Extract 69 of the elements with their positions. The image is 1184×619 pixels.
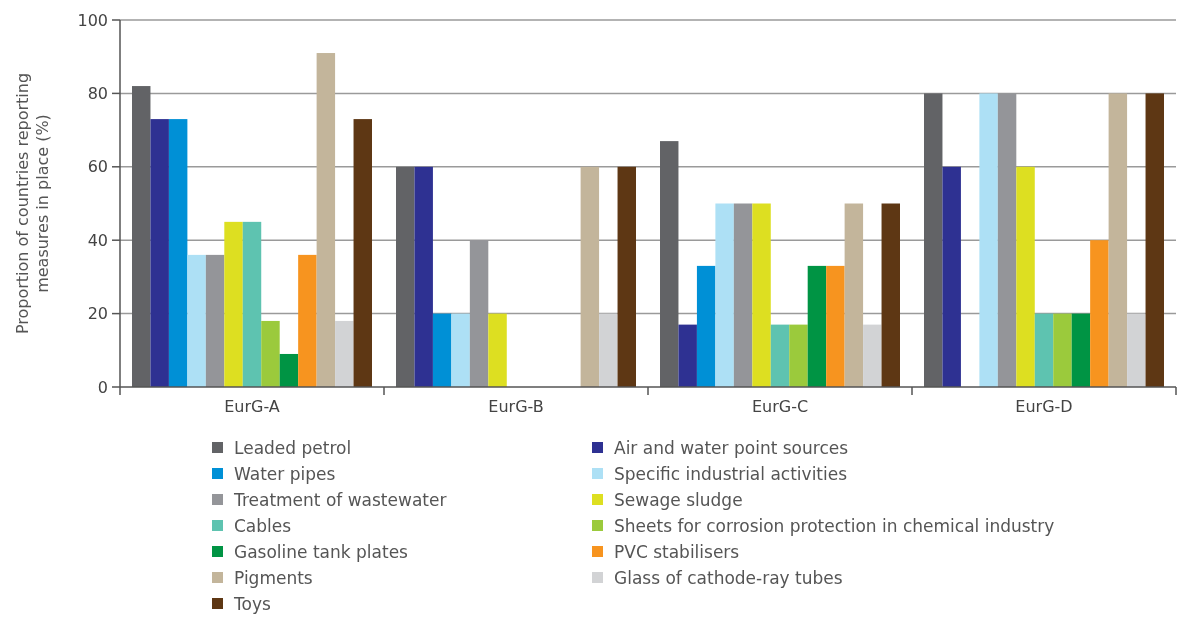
x-tick-label: EurG-D [1015, 397, 1073, 416]
x-tick-label: EurG-C [751, 397, 809, 416]
y-axis-title: Proportion of countries reporting measures in place (%) [13, 72, 52, 335]
bar [242, 221, 262, 387]
y-tick-label: 80 [87, 84, 108, 103]
bar [205, 254, 225, 387]
bar [187, 254, 206, 387]
legend-label: Sheets for corrosion protection in chemical industry [614, 515, 1055, 536]
bar [132, 86, 151, 387]
bar [1034, 313, 1054, 387]
legend-label: Water pipes [234, 463, 336, 484]
bar [414, 166, 433, 387]
bar [261, 320, 280, 387]
bar [224, 221, 243, 387]
y-tick-label: 40 [87, 230, 108, 250]
bar [279, 353, 299, 387]
bar [353, 119, 372, 387]
bar [1145, 93, 1164, 387]
legend-label: PVC stabilisers [614, 541, 740, 562]
y-tick-label: 0 [97, 377, 108, 397]
bar [826, 265, 845, 387]
bar [396, 166, 415, 387]
bar [580, 166, 600, 387]
legend-label: Sewage sludge [614, 489, 743, 510]
bar [1090, 240, 1109, 387]
bar [715, 203, 734, 387]
bar [617, 166, 636, 387]
bar [733, 203, 753, 387]
bar [335, 320, 354, 387]
bar [863, 324, 882, 387]
legend-label: Cables [234, 515, 292, 536]
bar [168, 119, 188, 387]
bar [1053, 313, 1072, 387]
bar [752, 203, 771, 387]
bar [678, 324, 697, 387]
y-tick-label: 20 [87, 304, 108, 324]
bar [770, 324, 790, 387]
bar [316, 53, 336, 387]
legend-label: Leaded petrol [234, 437, 352, 458]
bar [807, 265, 827, 387]
bar [488, 313, 507, 387]
bar [432, 313, 452, 387]
legend-label: Glass of cathode-ray tubes [614, 567, 843, 588]
bar [881, 203, 900, 387]
y-tick-label: 60 [87, 157, 108, 177]
bar [150, 119, 169, 387]
bar [924, 93, 943, 387]
legend-label: Treatment of wastewater [233, 489, 447, 510]
legend-label: Pigments [234, 567, 313, 588]
x-tick-label: EurG-B [488, 397, 544, 416]
bar [1071, 313, 1091, 387]
bar [660, 141, 679, 387]
bar [298, 254, 317, 387]
bar [979, 93, 998, 387]
y-tick-label: 100 [77, 10, 108, 30]
legend-label: Toys [233, 593, 271, 614]
bar [696, 265, 716, 387]
bar [1108, 93, 1128, 387]
bar [942, 166, 961, 387]
x-tick-label: EurG-A [224, 397, 280, 416]
bar [1016, 166, 1035, 387]
bar [599, 313, 618, 387]
bar [451, 313, 470, 387]
legend-label: Specific industrial activities [614, 463, 848, 484]
legend-label: Air and water point sources [614, 437, 849, 458]
bar [844, 203, 864, 387]
bar [789, 324, 808, 387]
bar [1127, 313, 1146, 387]
legend-label: Gasoline tank plates [234, 541, 409, 562]
